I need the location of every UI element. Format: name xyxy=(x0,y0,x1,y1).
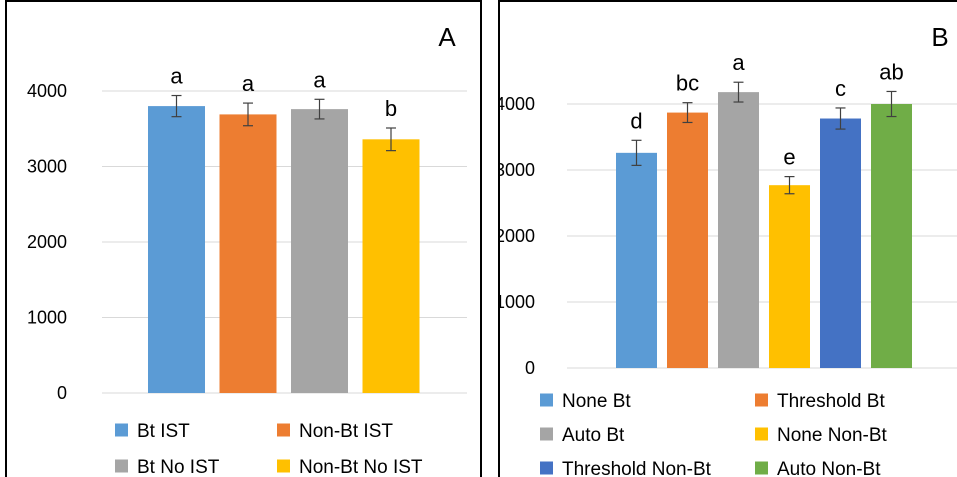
chart-b-ytick-label-0: 0 xyxy=(525,358,535,378)
chart-b-legend-swatch-2 xyxy=(540,427,553,441)
chart-b-ytick-label-1: 1000 xyxy=(500,292,535,312)
chart-a-significance-letter-2: a xyxy=(313,67,326,92)
chart-b-bar-4 xyxy=(820,118,861,369)
chart-b-bar-2 xyxy=(718,92,759,369)
chart-b-legend-swatch-1 xyxy=(755,393,768,407)
chart-a-significance-letter-1: a xyxy=(242,71,255,96)
chart-b-ytick-label-2: 2000 xyxy=(500,226,535,246)
chart-b-significance-letter-3: e xyxy=(783,145,795,170)
chart-b-significance-letter-4: c xyxy=(835,76,846,101)
chart-b-significance-letter-2: a xyxy=(732,50,745,75)
chart-a-panel-label: A xyxy=(438,22,456,52)
chart-b-panel-label: B xyxy=(931,22,948,52)
chart-b-legend-swatch-3 xyxy=(755,427,768,441)
chart-b-legend-label-5: Auto Non-Bt xyxy=(777,459,881,477)
chart-a-legend-label-0: Bt IST xyxy=(137,421,190,442)
chart-b-legend-label-3: None Non-Bt xyxy=(777,425,888,446)
chart-a-legend-label-3: Non-Bt No IST xyxy=(299,457,423,477)
chart-a-bar-1 xyxy=(219,114,277,393)
chart-b-legend-label-1: Threshold Bt xyxy=(777,391,885,412)
chart-b-legend-label-4: Threshold Non-Bt xyxy=(562,459,712,477)
chart-b-bar-0 xyxy=(616,152,657,368)
chart-a-significance-letter-3: b xyxy=(385,96,397,121)
chart-a-ytick-label-0: 0 xyxy=(57,383,67,403)
chart-b-legend-swatch-0 xyxy=(540,393,553,407)
chart-a-ytick-label-1: 1000 xyxy=(27,308,67,328)
chart-b-significance-letter-1: bc xyxy=(676,71,699,96)
chart-a-legend-swatch-3 xyxy=(277,459,290,473)
chart-b-bar-5 xyxy=(871,104,912,368)
chart-a-legend-swatch-1 xyxy=(277,423,290,437)
chart-a-ytick-label-2: 2000 xyxy=(27,232,67,252)
chart-a-legend-label-2: Bt No IST xyxy=(137,457,220,477)
chart-a-ytick-label-3: 3000 xyxy=(27,157,67,177)
chart-a-legend-swatch-2 xyxy=(115,459,128,473)
chart-b-legend-swatch-4 xyxy=(540,461,553,475)
chart-b-legend-swatch-5 xyxy=(755,461,768,475)
chart-a-significance-letter-0: a xyxy=(170,64,183,89)
chart-b-bar-1 xyxy=(667,112,708,368)
chart-b-significance-letter-0: d xyxy=(630,108,642,133)
chart-b-ytick-label-4: 4000 xyxy=(500,94,535,114)
chart-b-significance-letter-5: ab xyxy=(879,59,903,84)
chart-a-bar-2 xyxy=(291,109,348,394)
chart-b-legend-label-0: None Bt xyxy=(562,391,631,412)
chart-a-legend-swatch-0 xyxy=(115,423,128,437)
chart-a-svg: 0 1000 2000 3000 4000 Aa a a b Bt IST Non-Bt IST Bt… xyxy=(27,22,467,477)
chart-b-bar-3 xyxy=(769,185,810,368)
chart-b-legend-label-2: Auto Bt xyxy=(562,425,625,446)
chart-a-ytick-label-4: 4000 xyxy=(27,81,67,101)
chart-a-bar-3 xyxy=(362,139,420,393)
chart-panel-b: 0 1000 2000 3000 4000 Bd bc a e c ab None Bt Thresho… xyxy=(498,0,957,477)
chart-b-svg: 0 1000 2000 3000 4000 Bd bc a e c ab None Bt Thresho… xyxy=(500,22,957,477)
chart-b-ytick-label-3: 3000 xyxy=(500,160,535,180)
chart-a-legend-label-1: Non-Bt IST xyxy=(299,421,393,442)
chart-a-bar-0 xyxy=(148,106,205,393)
